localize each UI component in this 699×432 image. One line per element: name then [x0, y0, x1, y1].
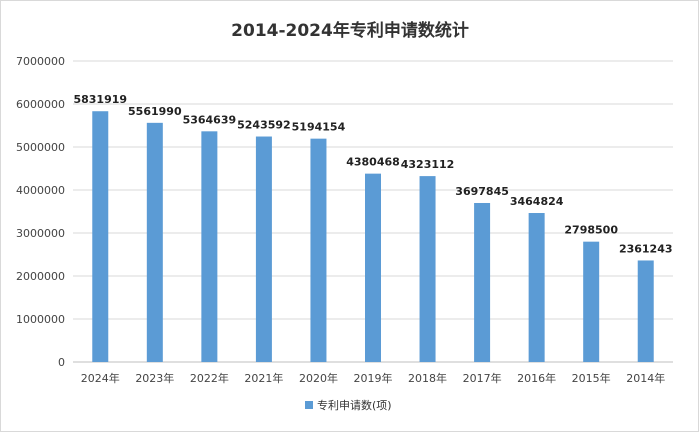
bar — [637, 260, 654, 362]
bar — [583, 241, 600, 362]
bar — [528, 213, 545, 362]
bars — [92, 111, 654, 363]
x-tick-label: 2019年 — [354, 371, 393, 385]
x-tick-label: 2024年 — [81, 371, 120, 385]
bar — [365, 173, 381, 362]
data-label: 4323112 — [401, 158, 455, 171]
data-label: 3464824 — [510, 195, 564, 208]
x-tick-label: 2014年 — [626, 371, 665, 385]
data-label: 5194154 — [292, 121, 346, 134]
x-tick-label: 2021年 — [244, 371, 283, 385]
y-tick-label: 6000000 — [16, 98, 65, 111]
bar — [310, 138, 327, 362]
x-tick-label: 2016年 — [517, 371, 556, 385]
y-axis-ticks: 0 1000000 2000000 3000000 4000000 5000000 6000… — [16, 55, 65, 369]
chart-title: 2014-2024年专利申请数统计 — [231, 20, 469, 41]
data-label: 5364639 — [183, 113, 237, 126]
data-label: 4380468 — [346, 156, 400, 169]
x-tick-label: 2023年 — [135, 371, 174, 385]
y-tick-label: 4000000 — [16, 184, 65, 197]
data-label: 5243592 — [237, 119, 291, 132]
x-tick-label: 2020年 — [299, 371, 338, 385]
bar — [201, 131, 218, 362]
y-tick-label: 3000000 — [16, 227, 65, 240]
data-label: 2798500 — [564, 224, 618, 237]
data-label: 3697845 — [455, 185, 509, 198]
x-tick-label: 2017年 — [463, 371, 502, 385]
bar — [146, 122, 163, 362]
bar — [255, 136, 272, 362]
y-tick-label: 7000000 — [16, 55, 65, 68]
x-tick-label: 2015年 — [572, 371, 611, 385]
y-tick-label: 0 — [58, 356, 65, 369]
y-tick-label: 1000000 — [16, 313, 65, 326]
data-label: 5831919 — [73, 93, 127, 106]
bar — [474, 202, 491, 362]
y-tick-label: 2000000 — [16, 270, 65, 283]
data-label: 5561990 — [128, 105, 182, 118]
legend-swatch — [305, 401, 313, 409]
legend: 专利申请数(项) — [305, 398, 392, 412]
data-label: 2361243 — [619, 242, 673, 255]
x-axis-ticks: 2024年 2023年 2022年 2021年 2020年 2019年 2018年 2017年… — [81, 371, 665, 385]
legend-label: 专利申请数(项) — [317, 398, 392, 412]
bar — [92, 111, 109, 363]
bar — [419, 176, 436, 362]
x-tick-label: 2018年 — [408, 371, 447, 385]
x-tick-label: 2022年 — [190, 371, 229, 385]
y-tick-label: 5000000 — [16, 141, 65, 154]
